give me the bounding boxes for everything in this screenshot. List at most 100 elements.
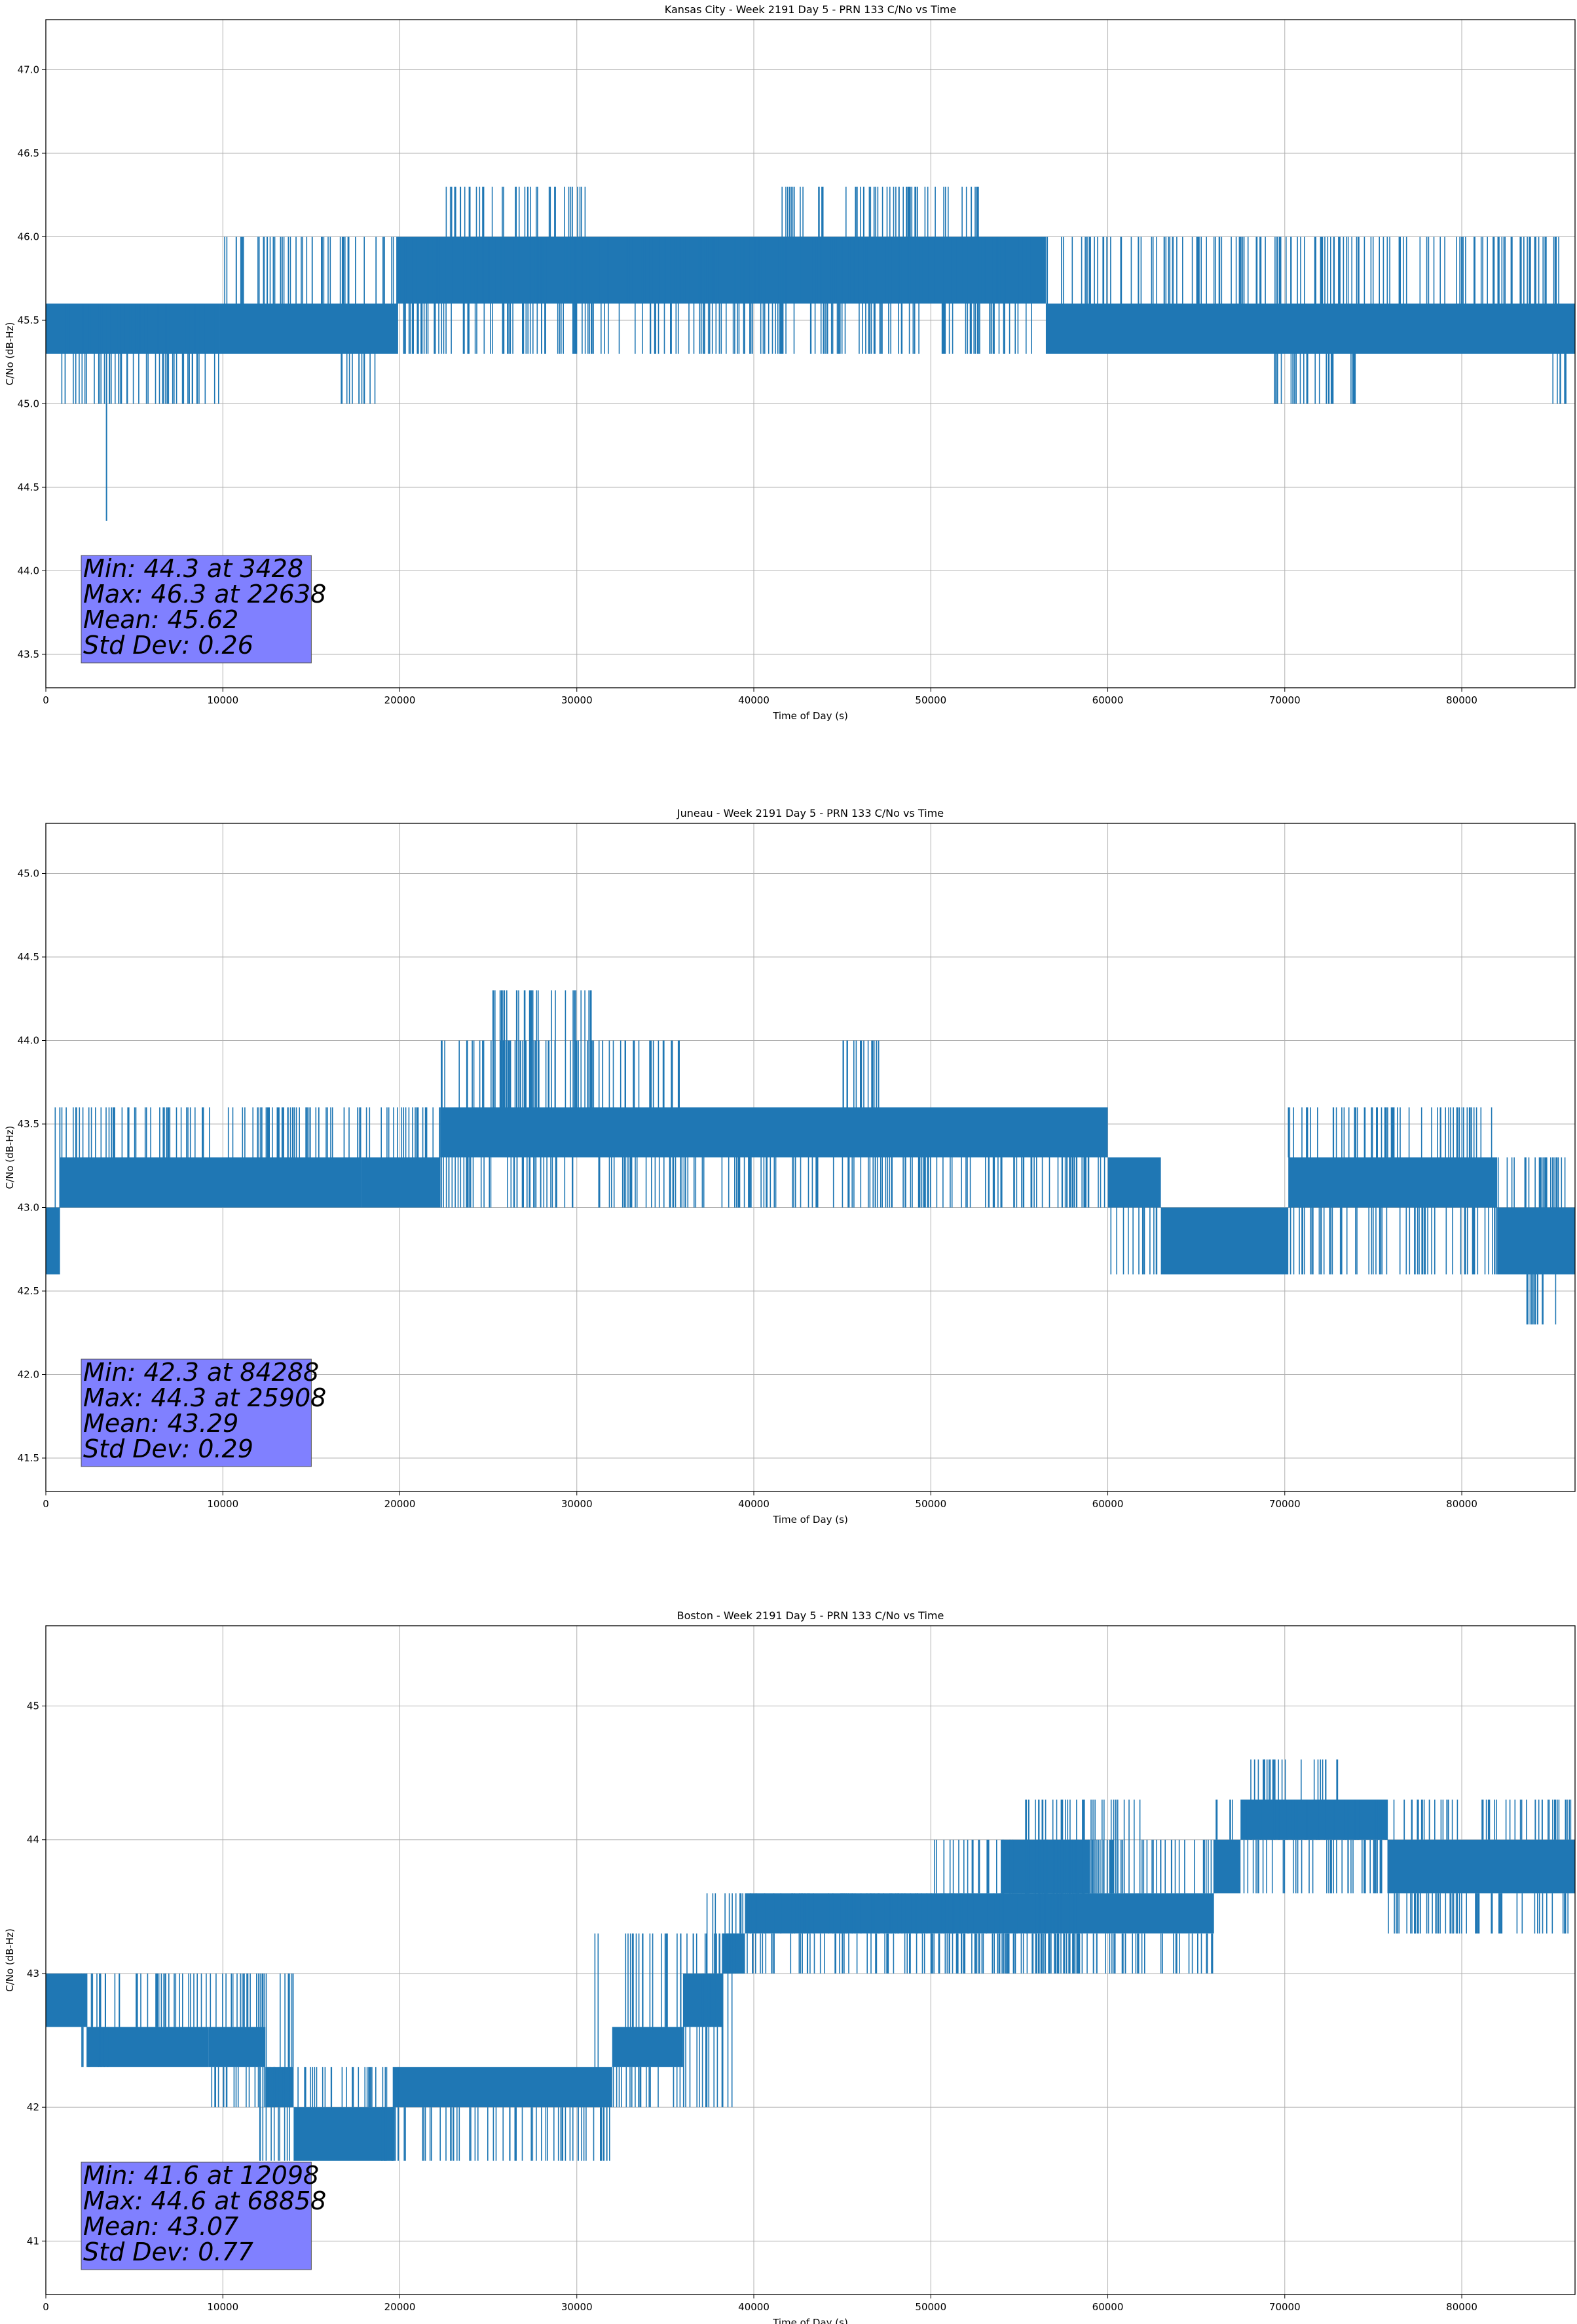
data-band xyxy=(1214,1839,1241,1894)
data-band xyxy=(1240,1799,1388,1840)
x-tick-label: 0 xyxy=(43,1498,49,1510)
data-spikes xyxy=(1552,354,1567,404)
stats-line: Max: 46.3 at 22638 xyxy=(83,580,326,609)
data-band xyxy=(1288,1157,1498,1208)
y-tick-label: 45.0 xyxy=(18,398,39,410)
x-tick-label: 80000 xyxy=(1446,2301,1477,2313)
x-tick-label: 70000 xyxy=(1269,1498,1301,1510)
x-tick-label: 30000 xyxy=(561,1498,593,1510)
x-tick-label: 20000 xyxy=(384,694,416,706)
data-band xyxy=(1107,1157,1161,1208)
data-spikes xyxy=(81,1973,294,2067)
data-series xyxy=(46,990,1575,1324)
data-spikes xyxy=(46,303,219,354)
data-spikes xyxy=(931,1933,1214,1974)
y-tick-label: 42.0 xyxy=(18,1369,39,1381)
y-tick-label: 46.0 xyxy=(18,231,39,243)
chart-panel-2: Juneau - Week 2191 Day 5 - PRN 133 C/No … xyxy=(4,807,1576,1526)
stats-line: Min: 41.6 at 12098 xyxy=(83,2161,319,2190)
stats-line: Max: 44.6 at 68858 xyxy=(83,2186,326,2215)
data-spikes xyxy=(445,187,586,237)
data-spikes xyxy=(612,1973,733,2108)
chart-title: Boston - Week 2191 Day 5 - PRN 133 C/No … xyxy=(677,1609,944,1622)
x-tick-label: 10000 xyxy=(207,2301,238,2313)
y-axis-label: C/No (dB-Hz) xyxy=(4,322,16,386)
data-spikes xyxy=(259,2067,395,2161)
data-band xyxy=(396,236,1046,304)
x-tick-label: 20000 xyxy=(384,1498,416,1510)
chart-title: Juneau - Week 2191 Day 5 - PRN 133 C/No … xyxy=(677,807,944,819)
plot-frame xyxy=(45,1625,1576,2295)
data-spikes xyxy=(1526,1274,1557,1324)
data-spikes xyxy=(781,187,979,237)
stats-line: Mean: 43.07 xyxy=(83,2212,238,2241)
x-tick-label: 10000 xyxy=(207,694,238,706)
y-tick-label: 47.0 xyxy=(18,64,39,76)
data-spikes xyxy=(1243,1839,1382,1894)
x-tick-label: 60000 xyxy=(1092,2301,1124,2313)
x-tick-label: 70000 xyxy=(1269,2301,1301,2313)
y-tick-label: 44 xyxy=(27,1834,39,1846)
stats-box xyxy=(81,2162,312,2270)
plot-frame xyxy=(45,823,1576,1492)
data-spikes xyxy=(1388,1893,1568,1934)
data-band xyxy=(440,1107,1108,1157)
y-tick-label: 45.0 xyxy=(18,868,39,880)
data-spikes xyxy=(842,1040,880,1108)
data-band xyxy=(208,2027,266,2067)
data-spikes xyxy=(1046,236,1559,304)
data-band xyxy=(293,2107,393,2161)
y-tick-label: 45 xyxy=(27,1700,39,1712)
data-spikes xyxy=(267,2067,399,2108)
stats-box xyxy=(81,555,312,664)
y-tick-label: 45.5 xyxy=(18,314,39,326)
y-axis-label: C/No (dB-Hz) xyxy=(4,1928,16,1992)
x-tick-label: 50000 xyxy=(915,694,946,706)
data-spikes xyxy=(393,2107,610,2161)
data-band xyxy=(86,2027,209,2067)
y-tick-label: 44.5 xyxy=(18,481,39,493)
data-band xyxy=(612,2027,683,2067)
data-spikes xyxy=(54,1107,362,1208)
y-tick-label: 42.5 xyxy=(18,1285,39,1297)
y-tick-label: 43 xyxy=(27,1968,39,1979)
data-band xyxy=(46,1207,60,1275)
x-tick-label: 40000 xyxy=(738,1498,770,1510)
stats-line: Min: 42.3 at 84288 xyxy=(83,1358,319,1387)
y-tick-label: 43.5 xyxy=(18,1118,39,1130)
data-spikes xyxy=(341,354,376,404)
x-axis-label: Time of Day (s) xyxy=(772,710,848,722)
data-spikes xyxy=(1215,1799,1388,1840)
data-spikes xyxy=(1274,354,1356,404)
data-band xyxy=(1045,303,1575,354)
data-band xyxy=(1160,1207,1289,1275)
x-tick-label: 50000 xyxy=(915,2301,946,2313)
data-spikes xyxy=(1289,1207,1497,1275)
data-spikes xyxy=(1110,1207,1158,1275)
data-band xyxy=(392,2067,612,2108)
data-spikes xyxy=(396,303,1032,354)
data-spikes xyxy=(88,2027,109,2067)
data-spikes xyxy=(224,236,394,304)
chart-panel-3: Boston - Week 2191 Day 5 - PRN 133 C/No … xyxy=(4,1609,1576,2324)
data-band xyxy=(46,1973,87,2027)
x-tick-label: 30000 xyxy=(561,694,593,706)
stats-line: Std Dev: 0.77 xyxy=(83,2238,253,2266)
stats-line: Mean: 45.62 xyxy=(83,605,238,634)
x-axis-label: Time of Day (s) xyxy=(772,2317,848,2324)
data-spikes xyxy=(211,2067,265,2108)
data-spikes xyxy=(701,1933,1088,2027)
data-spikes xyxy=(594,1933,736,2067)
x-tick-label: 60000 xyxy=(1092,694,1124,706)
stats-line: Min: 44.3 at 3428 xyxy=(83,554,303,583)
data-band xyxy=(46,303,219,354)
y-tick-label: 44.0 xyxy=(18,565,39,577)
data-spikes xyxy=(1025,1799,1141,1894)
chart-panel-1: Kansas City - Week 2191 Day 5 - PRN 133 … xyxy=(4,3,1576,722)
data-spikes xyxy=(61,354,219,404)
data-series xyxy=(46,187,1575,521)
x-tick-label: 20000 xyxy=(384,2301,416,2313)
x-tick-label: 70000 xyxy=(1269,694,1301,706)
data-spikes xyxy=(1288,1107,1493,1157)
data-spikes xyxy=(706,1893,1083,1974)
